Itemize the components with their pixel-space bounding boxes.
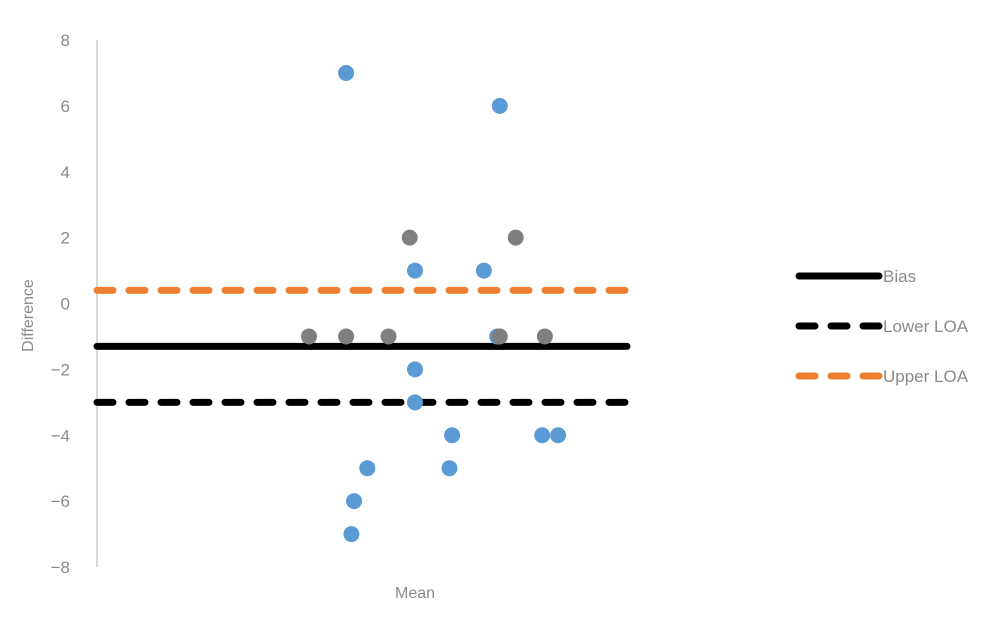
- data-point: [338, 328, 355, 345]
- data-point: [407, 394, 423, 411]
- data-point: [491, 97, 508, 114]
- data-point: [407, 262, 423, 279]
- y-tick-label: −6: [51, 492, 70, 511]
- data-point: [534, 427, 551, 444]
- y-axis-title: Difference: [20, 279, 37, 352]
- legend-label: Upper LOA: [883, 367, 969, 386]
- data-point: [550, 427, 567, 444]
- data-point: [507, 229, 524, 246]
- y-tick-label: 2: [61, 229, 70, 248]
- y-tick-label: −4: [51, 426, 70, 445]
- y-tick-label: 0: [61, 295, 70, 314]
- data-point: [441, 460, 458, 477]
- y-tick-label: −8: [51, 558, 70, 577]
- data-point: [491, 328, 508, 345]
- data-point: [444, 427, 461, 444]
- data-point: [343, 526, 360, 543]
- data-point: [380, 328, 397, 345]
- data-point: [338, 64, 355, 81]
- legend-label: Lower LOA: [883, 317, 969, 336]
- data-point: [407, 361, 423, 378]
- y-tick-label: 6: [61, 97, 70, 116]
- data-point: [359, 460, 376, 477]
- data-point: [536, 328, 553, 345]
- data-point: [301, 328, 317, 345]
- y-tick-labels: −8 −6 −4 −2 0 2 4 6 8: [51, 31, 70, 577]
- y-tick-label: 8: [61, 31, 70, 50]
- reference-lines: [93, 286, 631, 406]
- data-point: [475, 262, 492, 279]
- data-points: [301, 64, 567, 543]
- legend: Bias Lower LOA Upper LOA: [795, 267, 969, 386]
- x-axis-title: Mean: [395, 585, 435, 602]
- y-tick-label: 4: [61, 163, 70, 182]
- y-tick-label: −2: [51, 360, 70, 379]
- data-point: [346, 493, 363, 510]
- data-point: [401, 229, 418, 246]
- legend-label: Bias: [883, 267, 916, 286]
